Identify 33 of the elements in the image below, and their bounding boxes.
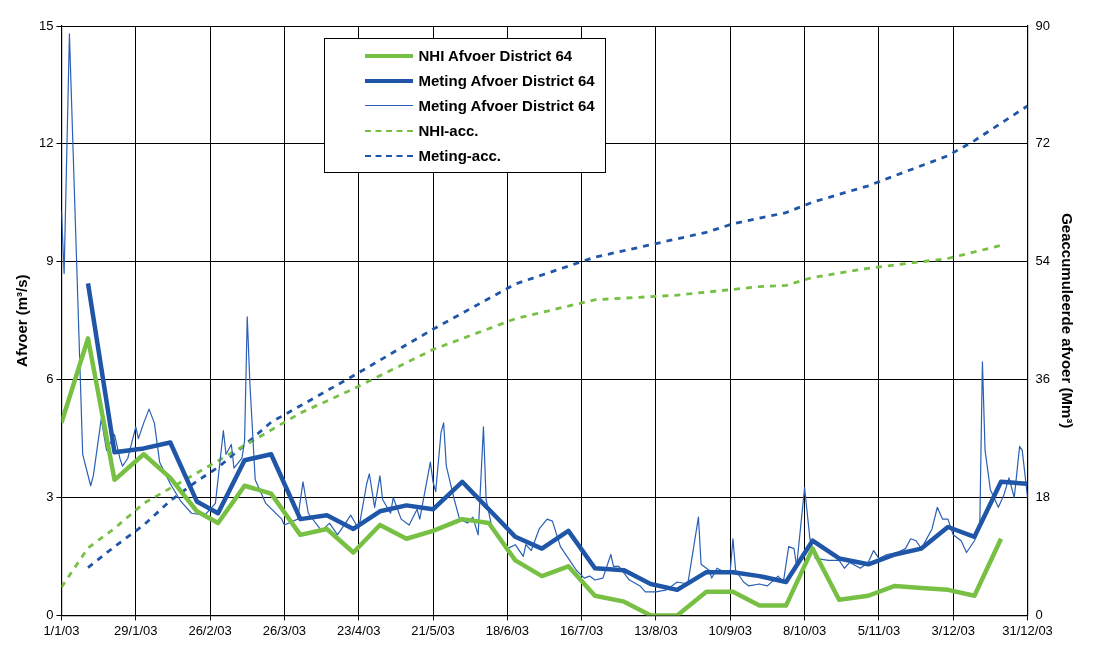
y-tick-label: 6 — [46, 371, 54, 387]
y-tick-label: 0 — [46, 606, 54, 622]
x-tick-label: 23/4/03 — [337, 622, 381, 638]
legend-label: NHI Afvoer District 64 — [418, 47, 573, 64]
x-tick-label: 29/1/03 — [114, 622, 158, 638]
legend-label: NHI-acc. — [418, 122, 479, 139]
legend-label: Meting Afvoer District 64 — [418, 97, 595, 114]
y-tick-label: 12 — [38, 135, 54, 151]
x-tick-label: 13/8/03 — [634, 622, 678, 638]
legend-label: Meting-acc. — [418, 147, 502, 164]
x-tick-label: 16/7/03 — [559, 622, 604, 638]
y-tick-label: 3 — [46, 489, 54, 505]
x-tick-label: 26/2/03 — [188, 622, 232, 638]
x-tick-label: 1/1/03 — [43, 622, 80, 638]
x-tick-label: 26/3/03 — [262, 622, 307, 638]
y2-tick-label: 54 — [1035, 253, 1051, 269]
x-tick-label: 8/10/03 — [782, 622, 827, 638]
y2-tick-label: 18 — [1035, 489, 1051, 505]
y2-tick-label: 72 — [1035, 135, 1051, 151]
y2-tick-label: 0 — [1035, 606, 1043, 622]
x-tick-label: 31/12/03 — [1002, 622, 1053, 638]
y2-axis-title: Geaccumuleerde afvoer (Mm³) — [1058, 213, 1076, 429]
x-tick-label: 10/9/03 — [708, 622, 752, 638]
y2-tick-label: 90 — [1035, 17, 1051, 33]
legend-label: Meting Afvoer District 64 — [418, 72, 595, 89]
y-tick-label: 9 — [46, 253, 54, 269]
x-tick-label: 5/11/03 — [857, 622, 901, 638]
y-tick-label: 15 — [38, 17, 54, 33]
y2-tick-label: 36 — [1035, 371, 1051, 387]
x-tick-label: 3/12/03 — [931, 622, 975, 638]
x-tick-label: 21/5/03 — [411, 622, 455, 638]
x-tick-label: 18/6/03 — [485, 622, 530, 638]
y-axis-title: Afvoer (m³/s) — [13, 274, 31, 367]
